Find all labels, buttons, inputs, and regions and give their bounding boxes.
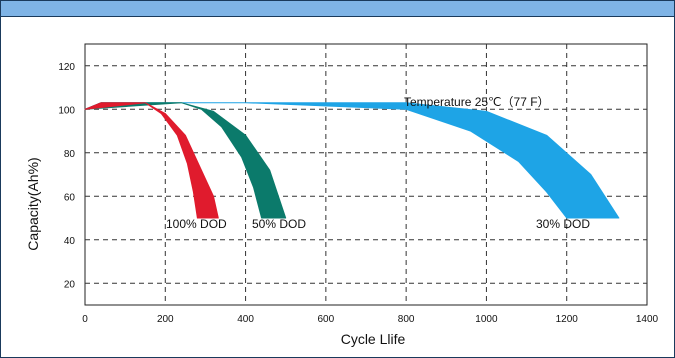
y-tick-label: 60: [64, 192, 76, 203]
x-axis-title: Cycle Llife: [341, 331, 406, 347]
area-100-dod: [84, 102, 219, 219]
area-50-dod: [84, 102, 287, 219]
x-tick-label: 1000: [475, 314, 498, 325]
x-tick-label: 600: [318, 314, 335, 325]
x-tick-label: 800: [398, 314, 415, 325]
temperature-annotation: Temperature 25℃（77 F）: [404, 95, 550, 109]
y-tick-label: 40: [64, 236, 76, 247]
label-50-dod: 50% DOD: [252, 217, 306, 231]
y-tick-label: 20: [64, 279, 76, 290]
label-100-dod: 100% DOD: [166, 217, 227, 231]
y-tick-label: 100: [58, 105, 75, 116]
x-tick-label: 400: [237, 314, 254, 325]
title-band: [1, 1, 674, 17]
y-tick-label: 120: [58, 62, 75, 73]
area-30-dod: [84, 102, 620, 219]
plot-border: [84, 43, 648, 306]
y-tick-label: 80: [64, 149, 76, 160]
x-tick-label: 200: [157, 314, 174, 325]
dod-areas: [84, 102, 620, 219]
tick-labels: 0 200 400 600 800 1000 1200 1400 20 40 60 80 100 120: [58, 62, 658, 325]
label-30-dod: 30% DOD: [536, 217, 590, 231]
x-tick-label: 0: [82, 314, 88, 325]
y-axis-title: Capacity(Ah%): [25, 157, 41, 250]
x-tick-label: 1400: [636, 314, 659, 325]
x-tick-label: 1200: [556, 314, 579, 325]
